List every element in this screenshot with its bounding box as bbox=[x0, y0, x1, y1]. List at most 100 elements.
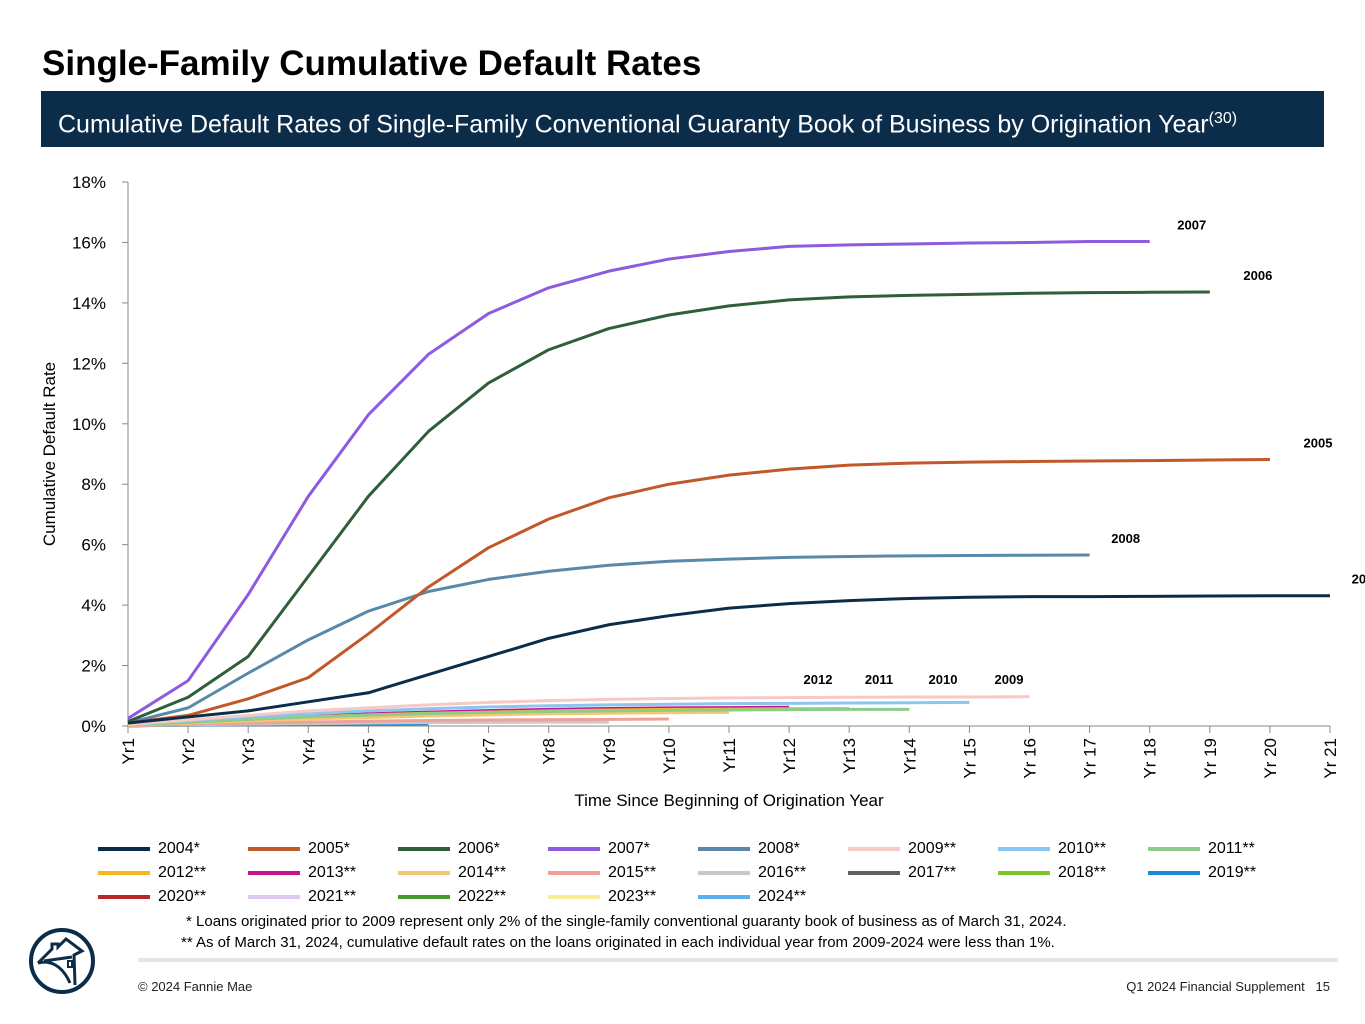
copyright: © 2024 Fannie Mae bbox=[138, 979, 253, 994]
fannie-mae-logo-icon bbox=[29, 928, 95, 994]
legend-swatch bbox=[1148, 847, 1200, 851]
y-tick-label: 14% bbox=[72, 294, 106, 313]
series-label-2005: 2005 bbox=[1304, 435, 1333, 450]
y-tick-label: 12% bbox=[72, 354, 106, 373]
legend-swatch bbox=[848, 871, 900, 875]
legend-label: 2009** bbox=[908, 840, 957, 857]
legend-label: 2016** bbox=[758, 864, 807, 881]
legend-swatch bbox=[398, 895, 450, 899]
legend-swatch bbox=[1148, 871, 1200, 875]
legend-item-2006: 2006* bbox=[398, 838, 548, 860]
x-tick-label: Yr7 bbox=[480, 738, 499, 764]
divider bbox=[138, 958, 1338, 962]
x-tick-label: Yr 18 bbox=[1141, 738, 1160, 779]
legend-item-2005: 2005* bbox=[248, 838, 398, 860]
legend-label: 2005* bbox=[308, 840, 350, 857]
x-tick-label: Yr11 bbox=[720, 738, 739, 773]
x-tick-label: Yr 17 bbox=[1081, 738, 1100, 779]
legend-swatch bbox=[848, 847, 900, 851]
x-axis-title: Time Since Beginning of Origination Year bbox=[574, 791, 884, 810]
banner-text: Cumulative Default Rates of Single-Famil… bbox=[58, 110, 1209, 139]
legend-label: 2023** bbox=[608, 888, 657, 905]
x-tick-label: Yr5 bbox=[359, 738, 378, 764]
legend-swatch bbox=[398, 847, 450, 851]
series-label-2008: 2008 bbox=[1111, 531, 1140, 546]
x-tick-label: Yr3 bbox=[239, 738, 258, 764]
legend-label: 2013** bbox=[308, 864, 357, 881]
y-tick-label: 18% bbox=[72, 173, 106, 192]
legend-swatch bbox=[548, 847, 600, 851]
legend-swatch bbox=[698, 895, 750, 899]
x-tick-label: Yr 21 bbox=[1321, 738, 1340, 779]
legend-swatch bbox=[248, 847, 300, 851]
legend-item-2018: 2018** bbox=[998, 862, 1148, 884]
legend-item-2009: 2009** bbox=[848, 838, 998, 860]
x-tick-label: Yr8 bbox=[540, 738, 559, 764]
legend-label: 2011** bbox=[1208, 840, 1255, 857]
x-tick-label: Yr 19 bbox=[1201, 738, 1220, 779]
series-line-2011 bbox=[127, 707, 910, 727]
legend-label: 2015** bbox=[608, 864, 657, 881]
y-tick-label: 6% bbox=[81, 536, 106, 555]
legend-label: 2018** bbox=[1058, 864, 1107, 881]
legend-item-2023: 2023** bbox=[548, 886, 698, 908]
y-tick-label: 2% bbox=[81, 657, 106, 676]
series-line-2009 bbox=[127, 695, 1030, 726]
legend-label: 2020** bbox=[158, 888, 207, 905]
legend-swatch bbox=[698, 847, 750, 851]
legend-swatch bbox=[698, 871, 750, 875]
y-tick-label: 16% bbox=[72, 233, 106, 252]
series-label-2010: 2010 bbox=[929, 672, 958, 687]
legend-item-2016: 2016** bbox=[698, 862, 848, 884]
y-tick-label: 8% bbox=[81, 475, 106, 494]
series-line-2010 bbox=[127, 700, 970, 726]
legend-swatch bbox=[248, 871, 300, 875]
chart-banner: Cumulative Default Rates of Single-Famil… bbox=[41, 91, 1324, 147]
y-tick-label: 0% bbox=[81, 717, 106, 736]
legend-item-2012: 2012** bbox=[98, 862, 248, 884]
series-line-2007 bbox=[127, 240, 1150, 720]
x-tick-label: Yr 16 bbox=[1021, 738, 1040, 779]
legend-swatch bbox=[998, 871, 1050, 875]
legend-swatch bbox=[398, 871, 450, 875]
legend-swatch bbox=[98, 871, 150, 875]
legend-label: 2019** bbox=[1208, 864, 1257, 881]
line-chart: 0% 2% 4% 6% 8% 10% 12% 14% 16% 18% Yr1 Yr2 Yr3 Yr4 Yr5… bbox=[40, 173, 1365, 810]
series-line-2006 bbox=[127, 290, 1210, 723]
x-tick-label: Yr10 bbox=[660, 738, 679, 774]
series-label-2011: 2011 bbox=[865, 672, 893, 687]
legend-swatch bbox=[98, 847, 150, 851]
x-tick-label: Yr 20 bbox=[1261, 738, 1280, 779]
legend-item-2021: 2021** bbox=[248, 886, 398, 908]
legend-label: 2017** bbox=[908, 864, 957, 881]
legend-item-2019: 2019** bbox=[1148, 862, 1298, 884]
legend-swatch bbox=[548, 895, 600, 899]
legend-label: 2010** bbox=[1058, 840, 1107, 857]
legend-item-2007: 2007* bbox=[548, 838, 698, 860]
legend-item-2013: 2013** bbox=[248, 862, 398, 884]
series-line-2005 bbox=[127, 457, 1270, 725]
series-line-2015 bbox=[127, 717, 669, 727]
series-label-2004: 2004 bbox=[1352, 572, 1365, 587]
legend-swatch bbox=[998, 847, 1050, 851]
footnote-2: ** As of March 31, 2024, cumulative defa… bbox=[181, 934, 1055, 951]
legend-item-2011: 2011** bbox=[1148, 838, 1298, 860]
legend-item-2017: 2017** bbox=[848, 862, 998, 884]
legend-item-2010: 2010** bbox=[998, 838, 1148, 860]
x-tick-label: Yr2 bbox=[179, 738, 198, 764]
y-axis-title: Cumulative Default Rate bbox=[40, 362, 59, 546]
series-line-2008 bbox=[127, 553, 1090, 725]
x-tick-label: Yr9 bbox=[600, 738, 619, 764]
x-tick-label: Yr13 bbox=[840, 738, 859, 774]
legend-item-2022: 2022** bbox=[398, 886, 548, 908]
series-label-2006: 2006 bbox=[1243, 268, 1272, 283]
x-tick-label: Yr6 bbox=[420, 738, 439, 764]
footnote-ref: (30) bbox=[1208, 110, 1238, 127]
series-label-2012: 2012 bbox=[804, 672, 833, 687]
legend-label: 2012** bbox=[158, 864, 207, 881]
legend-swatch bbox=[248, 895, 300, 899]
legend-item-2004: 2004* bbox=[98, 838, 248, 860]
page-footer: Q1 2024 Financial Supplement 15 bbox=[1126, 979, 1330, 994]
x-tick-label: Yr14 bbox=[900, 738, 919, 774]
legend-label: 2004* bbox=[158, 840, 200, 857]
